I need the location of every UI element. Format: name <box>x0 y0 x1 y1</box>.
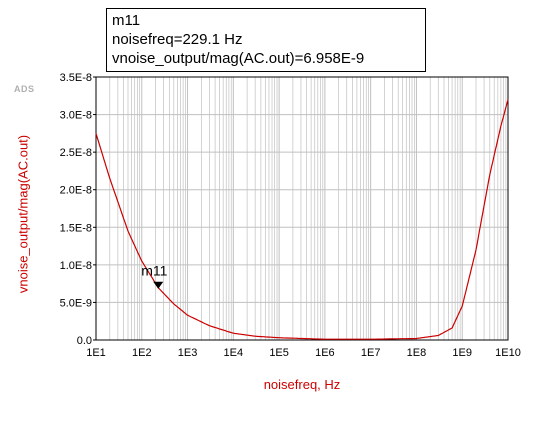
marker-readout-y: vnoise_output/mag(AC.out)=6.958E-9 <box>112 50 365 67</box>
x-tick-label: 1E9 <box>452 347 472 359</box>
y-tick-label: 2.5E-8 <box>60 147 92 159</box>
y-tick-label: 3.5E-8 <box>60 72 92 84</box>
y-tick-label: 3.0E-8 <box>60 110 92 122</box>
marker-readout-x: noisefreq=229.1 Hz <box>112 31 243 48</box>
x-tick-label: 1E5 <box>269 347 289 359</box>
ads-watermark: ADS <box>14 84 35 94</box>
y-tick-label: 5.0E-9 <box>60 297 92 309</box>
y-tick-label: 1.5E-8 <box>60 222 92 234</box>
x-tick-label: 1E2 <box>132 347 152 359</box>
plot-frame <box>95 76 509 341</box>
marker-readout-name: m11 <box>112 12 141 29</box>
noise-curve <box>95 99 509 340</box>
x-tick-label: 1E1 <box>86 347 106 359</box>
x-tick-label: 1E7 <box>361 347 381 359</box>
x-tick-label: 1E6 <box>315 347 335 359</box>
marker-readout: m11 noisefreq=229.1 Hz vnoise_output/mag… <box>106 8 426 72</box>
x-axis-label: noisefreq, Hz <box>263 377 341 392</box>
grid-lines <box>95 76 508 341</box>
marker-label: m11 <box>141 263 167 279</box>
x-tick-label: 1E10 <box>495 347 521 359</box>
x-tick-label: 1E3 <box>178 347 198 359</box>
y-axis-label: vnoise_output/mag(AC.out) <box>15 134 31 294</box>
y-tick-label: 1.0E-8 <box>60 260 92 272</box>
marker-triangle-icon <box>153 281 164 289</box>
y-tick-label: 0.0 <box>77 335 92 347</box>
x-tick-label: 1E8 <box>407 347 427 359</box>
x-tick-label: 1E4 <box>224 347 244 359</box>
axis-ticks: 1E1 1E2 1E3 1E4 1E5 1E6 1E7 1E8 1E9 1E10 0.0 5.0E-9… <box>60 72 521 359</box>
y-tick-label: 2.0E-8 <box>60 185 92 197</box>
